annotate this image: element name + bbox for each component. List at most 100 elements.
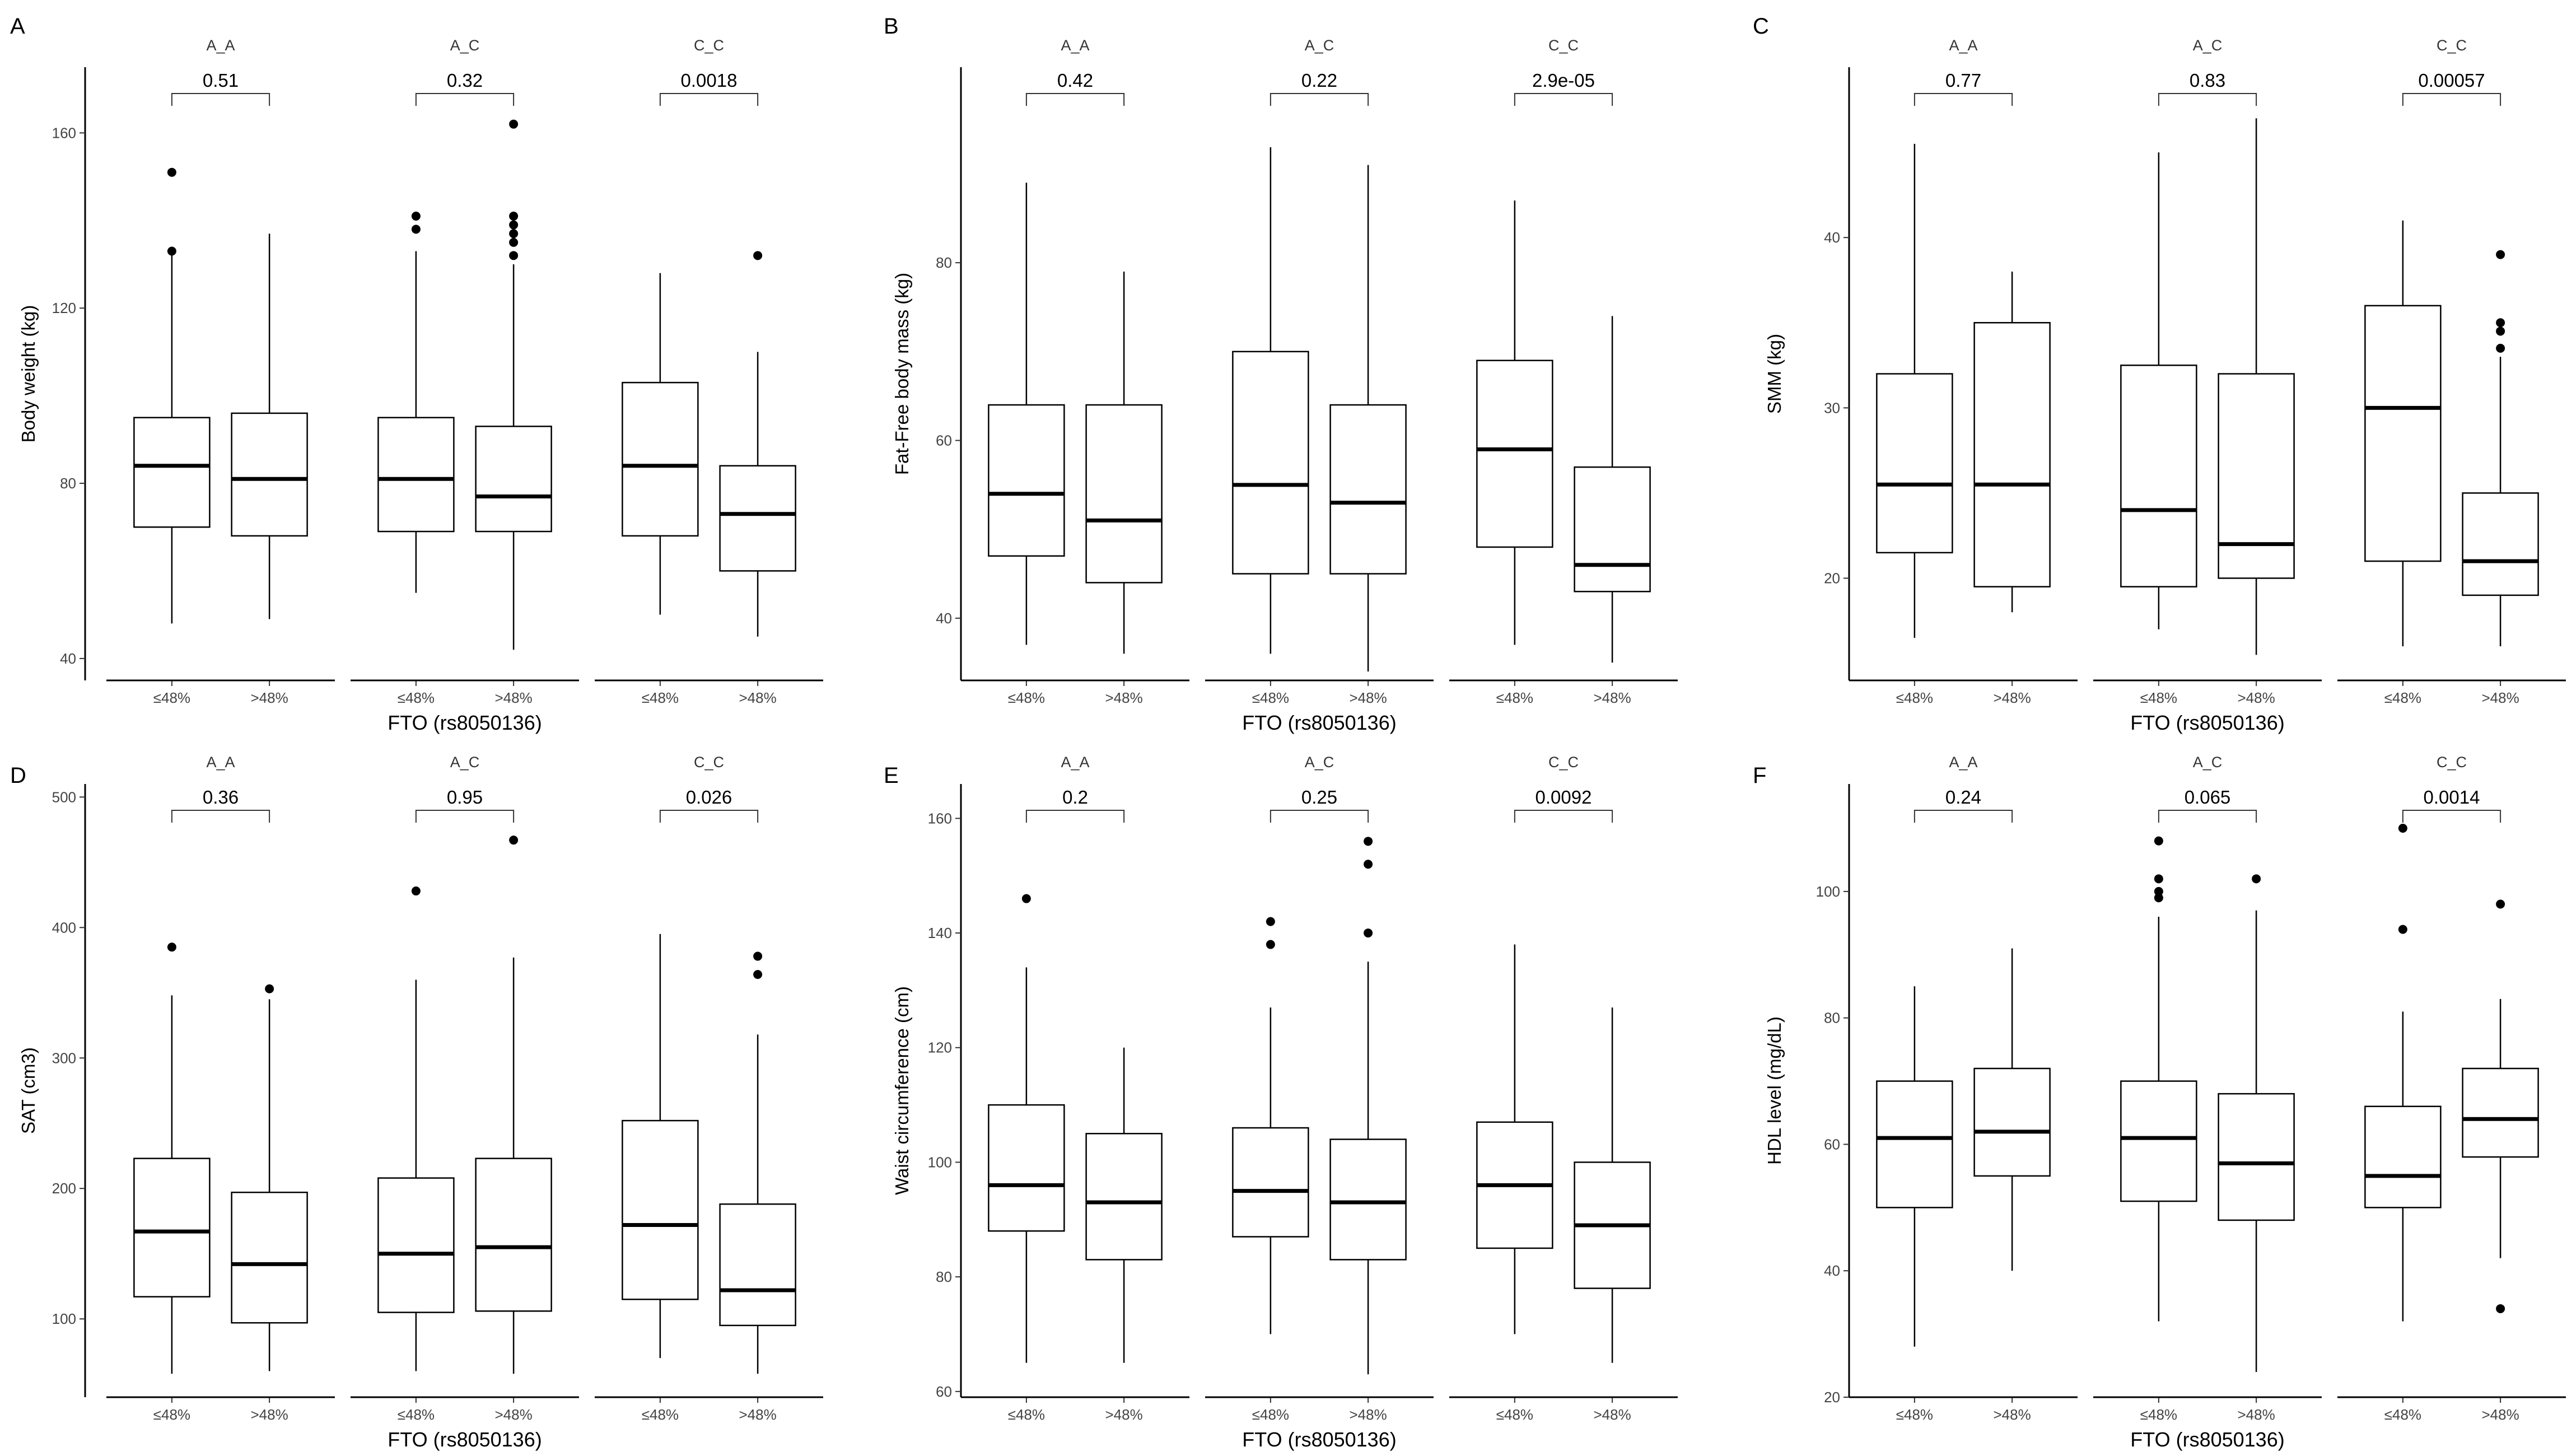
facet-strip-label: A_C (1305, 754, 1334, 771)
p-value-bracket (1514, 810, 1613, 823)
panel-d-facet-a_a: A_A 0.36 ≤48% >48% (106, 754, 335, 1423)
panel-a-y-tick-label: 80 (60, 475, 76, 492)
x-tick-label: ≤48% (642, 689, 679, 706)
outlier-point (1266, 940, 1275, 949)
p-value-label: 0.0092 (1535, 787, 1592, 808)
outlier-point (1364, 837, 1373, 846)
facet-strip-label: A_C (1305, 37, 1334, 54)
outlier-point (753, 251, 763, 260)
panel-f: F 20 40 60 80 100 HDL level (mg/dL) A_A 0.24 ≤48%… (1753, 754, 2566, 1451)
iqr-box (622, 381, 699, 537)
box-gt48: >48% (1574, 1007, 1651, 1423)
panel-a-x-label: FTO (rs8050136) (388, 711, 542, 734)
box-gt48: >48% (2462, 899, 2539, 1423)
facet-strip-label: A_A (206, 754, 235, 771)
box-le48: ≤48% (1876, 143, 1953, 706)
panel-d-facet-c_c: C_C 0.026 ≤48% >48% (595, 754, 823, 1423)
p-value-bracket (2158, 93, 2257, 106)
outlier-point (509, 229, 519, 239)
facet-strip-label: C_C (694, 754, 724, 771)
iqr-box (622, 1119, 699, 1300)
p-value-label: 0.51 (203, 70, 239, 91)
panel-e-x-label: FTO (rs8050136) (1242, 1428, 1396, 1451)
p-value-bracket (415, 93, 515, 106)
outlier-point (509, 836, 519, 845)
x-tick-label: >48% (1105, 1406, 1143, 1423)
outlier-point (2252, 874, 2261, 884)
iqr-box (1085, 404, 1163, 584)
p-value-label: 0.95 (447, 787, 483, 808)
box-le48: ≤48% (988, 183, 1065, 706)
p-value-label: 0.25 (1301, 787, 1337, 808)
box-le48: ≤48% (377, 211, 455, 706)
iqr-box (1232, 1127, 1309, 1238)
facet-strip-label: A_C (2193, 37, 2223, 54)
outlier-point (411, 211, 421, 221)
iqr-box (2218, 373, 2295, 579)
p-value-label: 0.24 (1945, 787, 1981, 808)
panel-e-y-tick-label: 100 (928, 1154, 952, 1170)
x-tick-label: ≤48% (642, 1406, 679, 1423)
facet-strip-label: C_C (1548, 37, 1579, 54)
box-le48: ≤48% (988, 894, 1065, 1423)
x-tick-label: ≤48% (2140, 1406, 2177, 1423)
x-tick-label: >48% (1350, 1406, 1387, 1423)
panel-f-y-tick-label: 20 (1824, 1389, 1840, 1406)
p-value-bracket (1270, 810, 1369, 823)
panel-c-y-tick-label: 20 (1824, 570, 1840, 587)
panel-c-x-label: FTO (rs8050136) (2130, 711, 2284, 734)
p-value-bracket (659, 93, 759, 106)
outlier-point (1364, 860, 1373, 869)
panel-d: D 100 200 300 400 500 SAT (cm3) A_A 0.36 ≤48% >48%… (10, 754, 823, 1451)
panel-b-facet-a_c: A_C 0.22 ≤48% >48% (1205, 37, 1434, 706)
outlier-point (1266, 917, 1275, 926)
x-tick-label: ≤48% (153, 1406, 190, 1423)
outlier-point (509, 237, 519, 247)
panel-c-letter: C (1753, 14, 1769, 39)
box-gt48: >48% (2218, 874, 2295, 1423)
x-tick-label: >48% (495, 1406, 533, 1423)
outlier-point (167, 246, 176, 256)
box-le48: ≤48% (1476, 944, 1553, 1423)
x-tick-label: ≤48% (1896, 689, 1933, 706)
panel-b-facet-a_a: A_A 0.42 ≤48% >48% (961, 37, 1189, 706)
p-value-bracket (2158, 810, 2257, 823)
box-gt48: >48% (475, 836, 552, 1423)
outlier-point (1021, 894, 1031, 903)
panel-f-y-tick-label: 60 (1824, 1136, 1840, 1152)
x-tick-label: >48% (739, 689, 777, 706)
x-tick-label: ≤48% (398, 1406, 435, 1423)
box-le48: ≤48% (622, 934, 699, 1423)
x-tick-label: >48% (739, 1406, 777, 1423)
facet-strip-label: A_A (1949, 754, 1977, 771)
p-value-bracket (1913, 93, 2013, 106)
panel-b-y-tick-label: 80 (936, 254, 952, 271)
panel-d-y-tick-label: 300 (52, 1049, 76, 1066)
iqr-box (377, 417, 455, 533)
panel-a-facet-a_a: A_A 0.51 ≤48% >48% (106, 37, 335, 706)
iqr-box (1973, 1067, 2051, 1177)
box-gt48: >48% (475, 119, 552, 706)
panel-c-y-label: SMM (kg) (1764, 334, 1785, 414)
iqr-box (2120, 365, 2197, 587)
box-gt48: >48% (719, 951, 796, 1423)
facet-strip-label: A_A (1061, 37, 1089, 54)
box-gt48: >48% (2462, 250, 2539, 706)
box-gt48: >48% (1973, 948, 2051, 1423)
box-le48: ≤48% (1232, 147, 1309, 706)
p-value-bracket (1514, 93, 1613, 106)
panel-f-letter: F (1753, 763, 1766, 788)
x-tick-label: >48% (251, 689, 288, 706)
box-gt48: >48% (2218, 118, 2295, 706)
p-value-bracket (659, 810, 759, 823)
facet-strip-label: C_C (2437, 37, 2467, 54)
box-gt48: >48% (1085, 1047, 1163, 1423)
panel-e-facet-a_c: A_C 0.25 ≤48% >48% (1205, 754, 1434, 1423)
panel-e-y-tick-label: 140 (928, 925, 952, 941)
x-tick-label: >48% (251, 1406, 288, 1423)
box-le48: ≤48% (2120, 836, 2197, 1423)
panel-b-x-label: FTO (rs8050136) (1242, 711, 1396, 734)
p-value-label: 0.0014 (2424, 787, 2480, 808)
panel-b-y-label: Fat-Free body mass (kg) (892, 273, 912, 475)
outlier-point (1364, 928, 1373, 938)
